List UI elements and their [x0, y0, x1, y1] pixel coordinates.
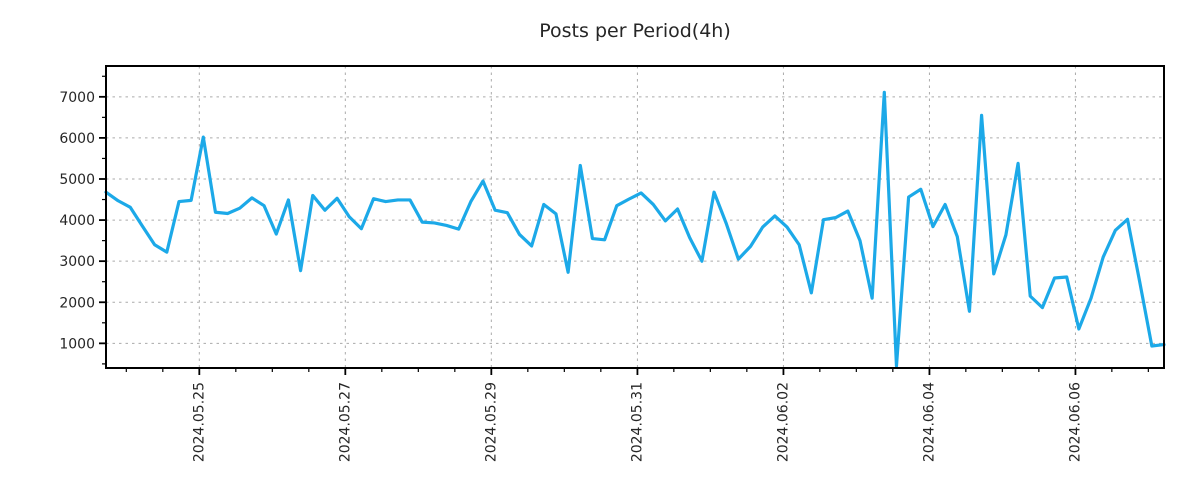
y-tick-label: 7000 — [59, 90, 95, 106]
x-tick-label: 2024.06.06 — [1067, 382, 1083, 462]
y-tick-label: 3000 — [59, 254, 95, 270]
x-tick-label: 2024.05.29 — [483, 382, 499, 462]
axes — [99, 65, 1165, 375]
x-tick-label: 2024.06.04 — [921, 382, 937, 462]
data-series — [104, 90, 1166, 368]
posts-per-period-line — [104, 90, 1166, 368]
x-tick-label: 2024.05.25 — [191, 382, 207, 462]
axis-labels: 1000 2000 3000 4000 5000 6000 7000 2024.05.25 20… — [59, 90, 1083, 462]
chart-title: Posts per Period(4h) — [539, 20, 731, 42]
x-tick-label: 2024.06.02 — [775, 382, 791, 462]
gridlines — [106, 66, 1164, 368]
y-tick-label: 1000 — [59, 336, 95, 352]
y-tick-label: 5000 — [59, 172, 95, 188]
y-tick-label: 4000 — [59, 213, 95, 229]
y-tick-label: 2000 — [59, 295, 95, 311]
y-tick-label: 6000 — [59, 131, 95, 147]
x-tick-label: 2024.05.31 — [629, 382, 645, 462]
plot-border — [105, 65, 1165, 369]
x-tick-label: 2024.05.27 — [337, 382, 353, 462]
